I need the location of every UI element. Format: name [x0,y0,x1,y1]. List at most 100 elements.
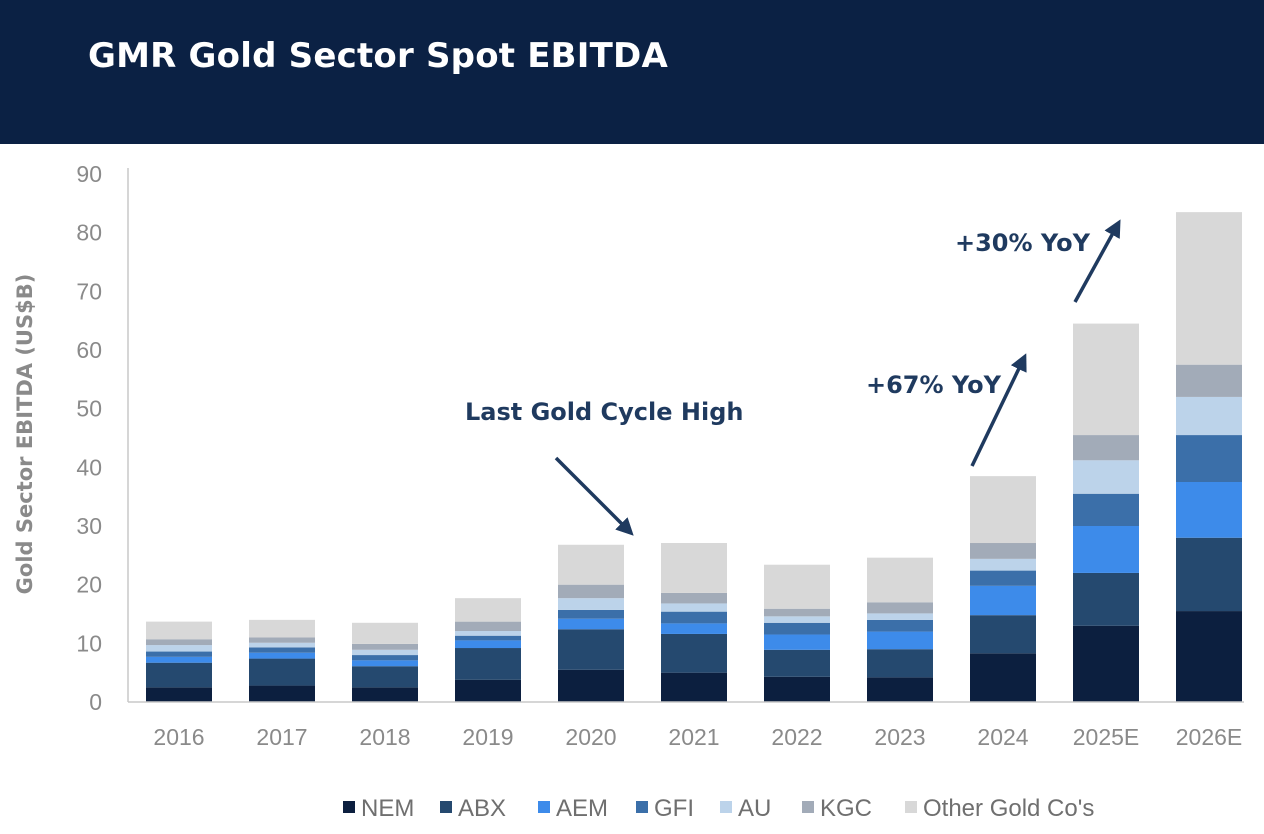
bar-segment-kgc-2019 [455,621,521,632]
bar-segment-aem-2025e [1073,526,1139,573]
bar-segment-aem-2021 [661,623,727,634]
y-tick-label: 90 [76,161,102,187]
bar-segment-au-2017 [249,642,315,648]
bar-segment-au-2026e [1176,396,1242,436]
legend-label: NEM [361,795,414,822]
bar-segment-abx-2022 [764,649,830,677]
bar-segment-nem-2024 [970,653,1036,702]
legend-swatch-nem [343,801,355,813]
bar-segment-nem-2021 [661,672,727,702]
bar-segment-kgc-2023 [867,602,933,614]
bar-segment-aem-2016 [146,656,212,663]
x-axis: 2016 2017 2018 2019 2020 2021 2022 2023 2024 2025… [128,701,1244,750]
bar-segment-au-2022 [764,616,830,623]
legend-swatch-au [720,801,732,813]
bar-segment-abx-2018 [352,666,418,688]
bar-segment-abx-2025e [1073,572,1139,626]
y-axis: 0 10 20 30 40 50 60 70 80 90 Gold Sector EBITDA (U… [13,161,129,715]
bar-segment-nem-2017 [249,685,315,702]
legend-swatch-abx [440,801,452,813]
bar-segment-au-2024 [970,558,1036,571]
bar-segment-gfi-2021 [661,611,727,624]
bar-segment-gfi-2016 [146,651,212,657]
bar-segment-aem-2026e [1176,482,1242,538]
bar-segment-nem-2026e [1176,611,1242,702]
y-tick-label: 0 [89,689,102,715]
bar-segment-au-2021 [661,603,727,612]
legend-swatch-kgc [802,801,814,813]
bar-segment-gfi-2019 [455,635,521,641]
legend-label: AEM [556,795,608,822]
y-tick-label: 60 [76,337,102,363]
x-tick-label: 2017 [256,724,307,750]
bar-segment-au-2023 [867,613,933,620]
bar-segment-aem-2024 [970,585,1036,616]
x-tick-label: 2023 [874,724,925,750]
annotation-last-cycle-high: Last Gold Cycle High [465,398,743,426]
y-tick-label: 10 [76,630,102,656]
legend-swatch-aem [538,801,550,813]
bar-segment-au-2016 [146,645,212,652]
bar-segment-kgc-2018 [352,643,418,650]
bar-segment-other-gold-co-s-2025e [1073,323,1139,436]
bar-segment-kgc-2017 [249,637,315,643]
bar-segment-other-gold-co-s-2023 [867,557,933,603]
bar-segment-kgc-2021 [661,592,727,604]
bar-segment-nem-2019 [455,679,521,702]
y-tick-label: 20 [76,572,102,598]
bar-segment-other-gold-co-s-2019 [455,598,521,622]
bar-segment-gfi-2022 [764,622,830,635]
bar-segment-other-gold-co-s-2026e [1176,212,1242,365]
bar-segment-other-gold-co-s-2021 [661,543,727,593]
bar-segment-other-gold-co-s-2018 [352,622,418,644]
y-axis-title: Gold Sector EBITDA (US$B) [13,274,37,595]
bar-segment-other-gold-co-s-2022 [764,564,830,609]
bar-segment-kgc-2020 [558,584,624,599]
x-tick-label: 2021 [668,724,719,750]
bar-segment-other-gold-co-s-2017 [249,619,315,638]
bar-segment-aem-2017 [249,652,315,659]
bar-segment-abx-2021 [661,633,727,673]
legend-label: GFI [654,795,694,822]
annotations-group: Last Gold Cycle High +67% YoY +30% YoY [465,219,1121,536]
bar-segment-kgc-2022 [764,608,830,617]
bar-segment-kgc-2025e [1073,435,1139,461]
bar-segment-abx-2019 [455,648,521,680]
bar-segment-aem-2022 [764,634,830,650]
annotation-arrow-67 [970,353,1027,467]
header-banner: GMR Gold Sector Spot EBITDA [0,0,1264,144]
x-tick-label: 2024 [977,724,1028,750]
legend-label: Other Gold Co's [923,795,1094,822]
y-tick-label: 70 [76,278,102,304]
y-tick-label: 30 [76,513,102,539]
x-tick-label: 2016 [153,724,204,750]
bar-segment-nem-2025e [1073,625,1139,702]
bar-segment-au-2020 [558,598,624,610]
bars-group [146,212,1242,702]
stacked-bar-chart: 0 10 20 30 40 50 60 70 80 90 Gold Sector EBITDA (U… [13,161,1244,822]
bar-segment-abx-2026e [1176,537,1242,612]
legend-swatch-other-gold-co-s [905,801,917,813]
annotation-plus-67-yoy: +67% YoY [866,371,1002,399]
bar-segment-other-gold-co-s-2024 [970,476,1036,544]
bar-segment-other-gold-co-s-2020 [558,544,624,585]
annotation-arrow-cycle-high [554,456,634,536]
x-tick-label: 2019 [462,724,513,750]
annotation-arrow-30 [1073,219,1121,303]
x-tick-label: 2020 [565,724,616,750]
bar-segment-au-2025e [1073,460,1139,494]
x-tick-label: 2026E [1176,724,1243,750]
bar-segment-kgc-2024 [970,543,1036,559]
bar-segment-abx-2017 [249,658,315,686]
legend: NEM ABX AEM GFI AU KGC Other Gold Co's [343,795,1094,822]
legend-label: AU [738,795,771,822]
bar-segment-abx-2016 [146,662,212,688]
bar-segment-abx-2020 [558,629,624,670]
bar-segment-gfi-2025e [1073,493,1139,526]
bar-segment-au-2018 [352,649,418,656]
x-tick-label: 2018 [359,724,410,750]
legend-swatch-gfi [636,801,648,813]
y-tick-label: 50 [76,396,102,422]
bar-segment-gfi-2026e [1176,435,1242,482]
bar-segment-aem-2019 [455,640,521,649]
